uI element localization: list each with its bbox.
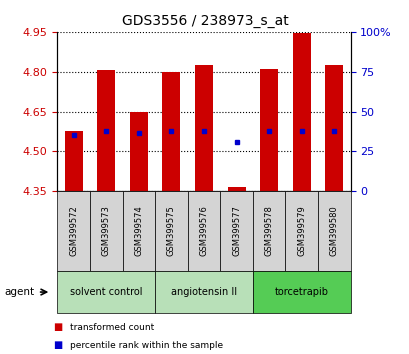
- Text: torcetrapib: torcetrapib: [274, 287, 328, 297]
- Bar: [65, 131, 83, 191]
- Text: GSM399579: GSM399579: [297, 206, 306, 256]
- Text: GSM399572: GSM399572: [69, 206, 78, 256]
- Text: GSM399578: GSM399578: [264, 206, 273, 256]
- Text: ■: ■: [53, 340, 63, 350]
- Bar: [324, 65, 342, 191]
- Text: solvent control: solvent control: [70, 287, 142, 297]
- Bar: [260, 69, 277, 191]
- Text: agent: agent: [4, 287, 34, 297]
- Text: GSM399574: GSM399574: [134, 206, 143, 256]
- Text: GSM399577: GSM399577: [231, 206, 240, 256]
- Text: GSM399575: GSM399575: [166, 206, 175, 256]
- Text: GSM399573: GSM399573: [101, 206, 110, 256]
- Bar: [195, 65, 212, 191]
- Bar: [162, 72, 180, 191]
- Text: GSM399576: GSM399576: [199, 206, 208, 256]
- Text: transformed count: transformed count: [70, 323, 153, 332]
- Bar: [130, 112, 147, 191]
- Bar: [227, 187, 245, 191]
- Bar: [292, 33, 310, 191]
- Text: ■: ■: [53, 322, 63, 332]
- Text: GDS3556 / 238973_s_at: GDS3556 / 238973_s_at: [121, 14, 288, 28]
- Text: GSM399580: GSM399580: [329, 206, 338, 256]
- Bar: [97, 70, 115, 191]
- Text: angiotensin II: angiotensin II: [171, 287, 236, 297]
- Text: percentile rank within the sample: percentile rank within the sample: [70, 341, 222, 350]
